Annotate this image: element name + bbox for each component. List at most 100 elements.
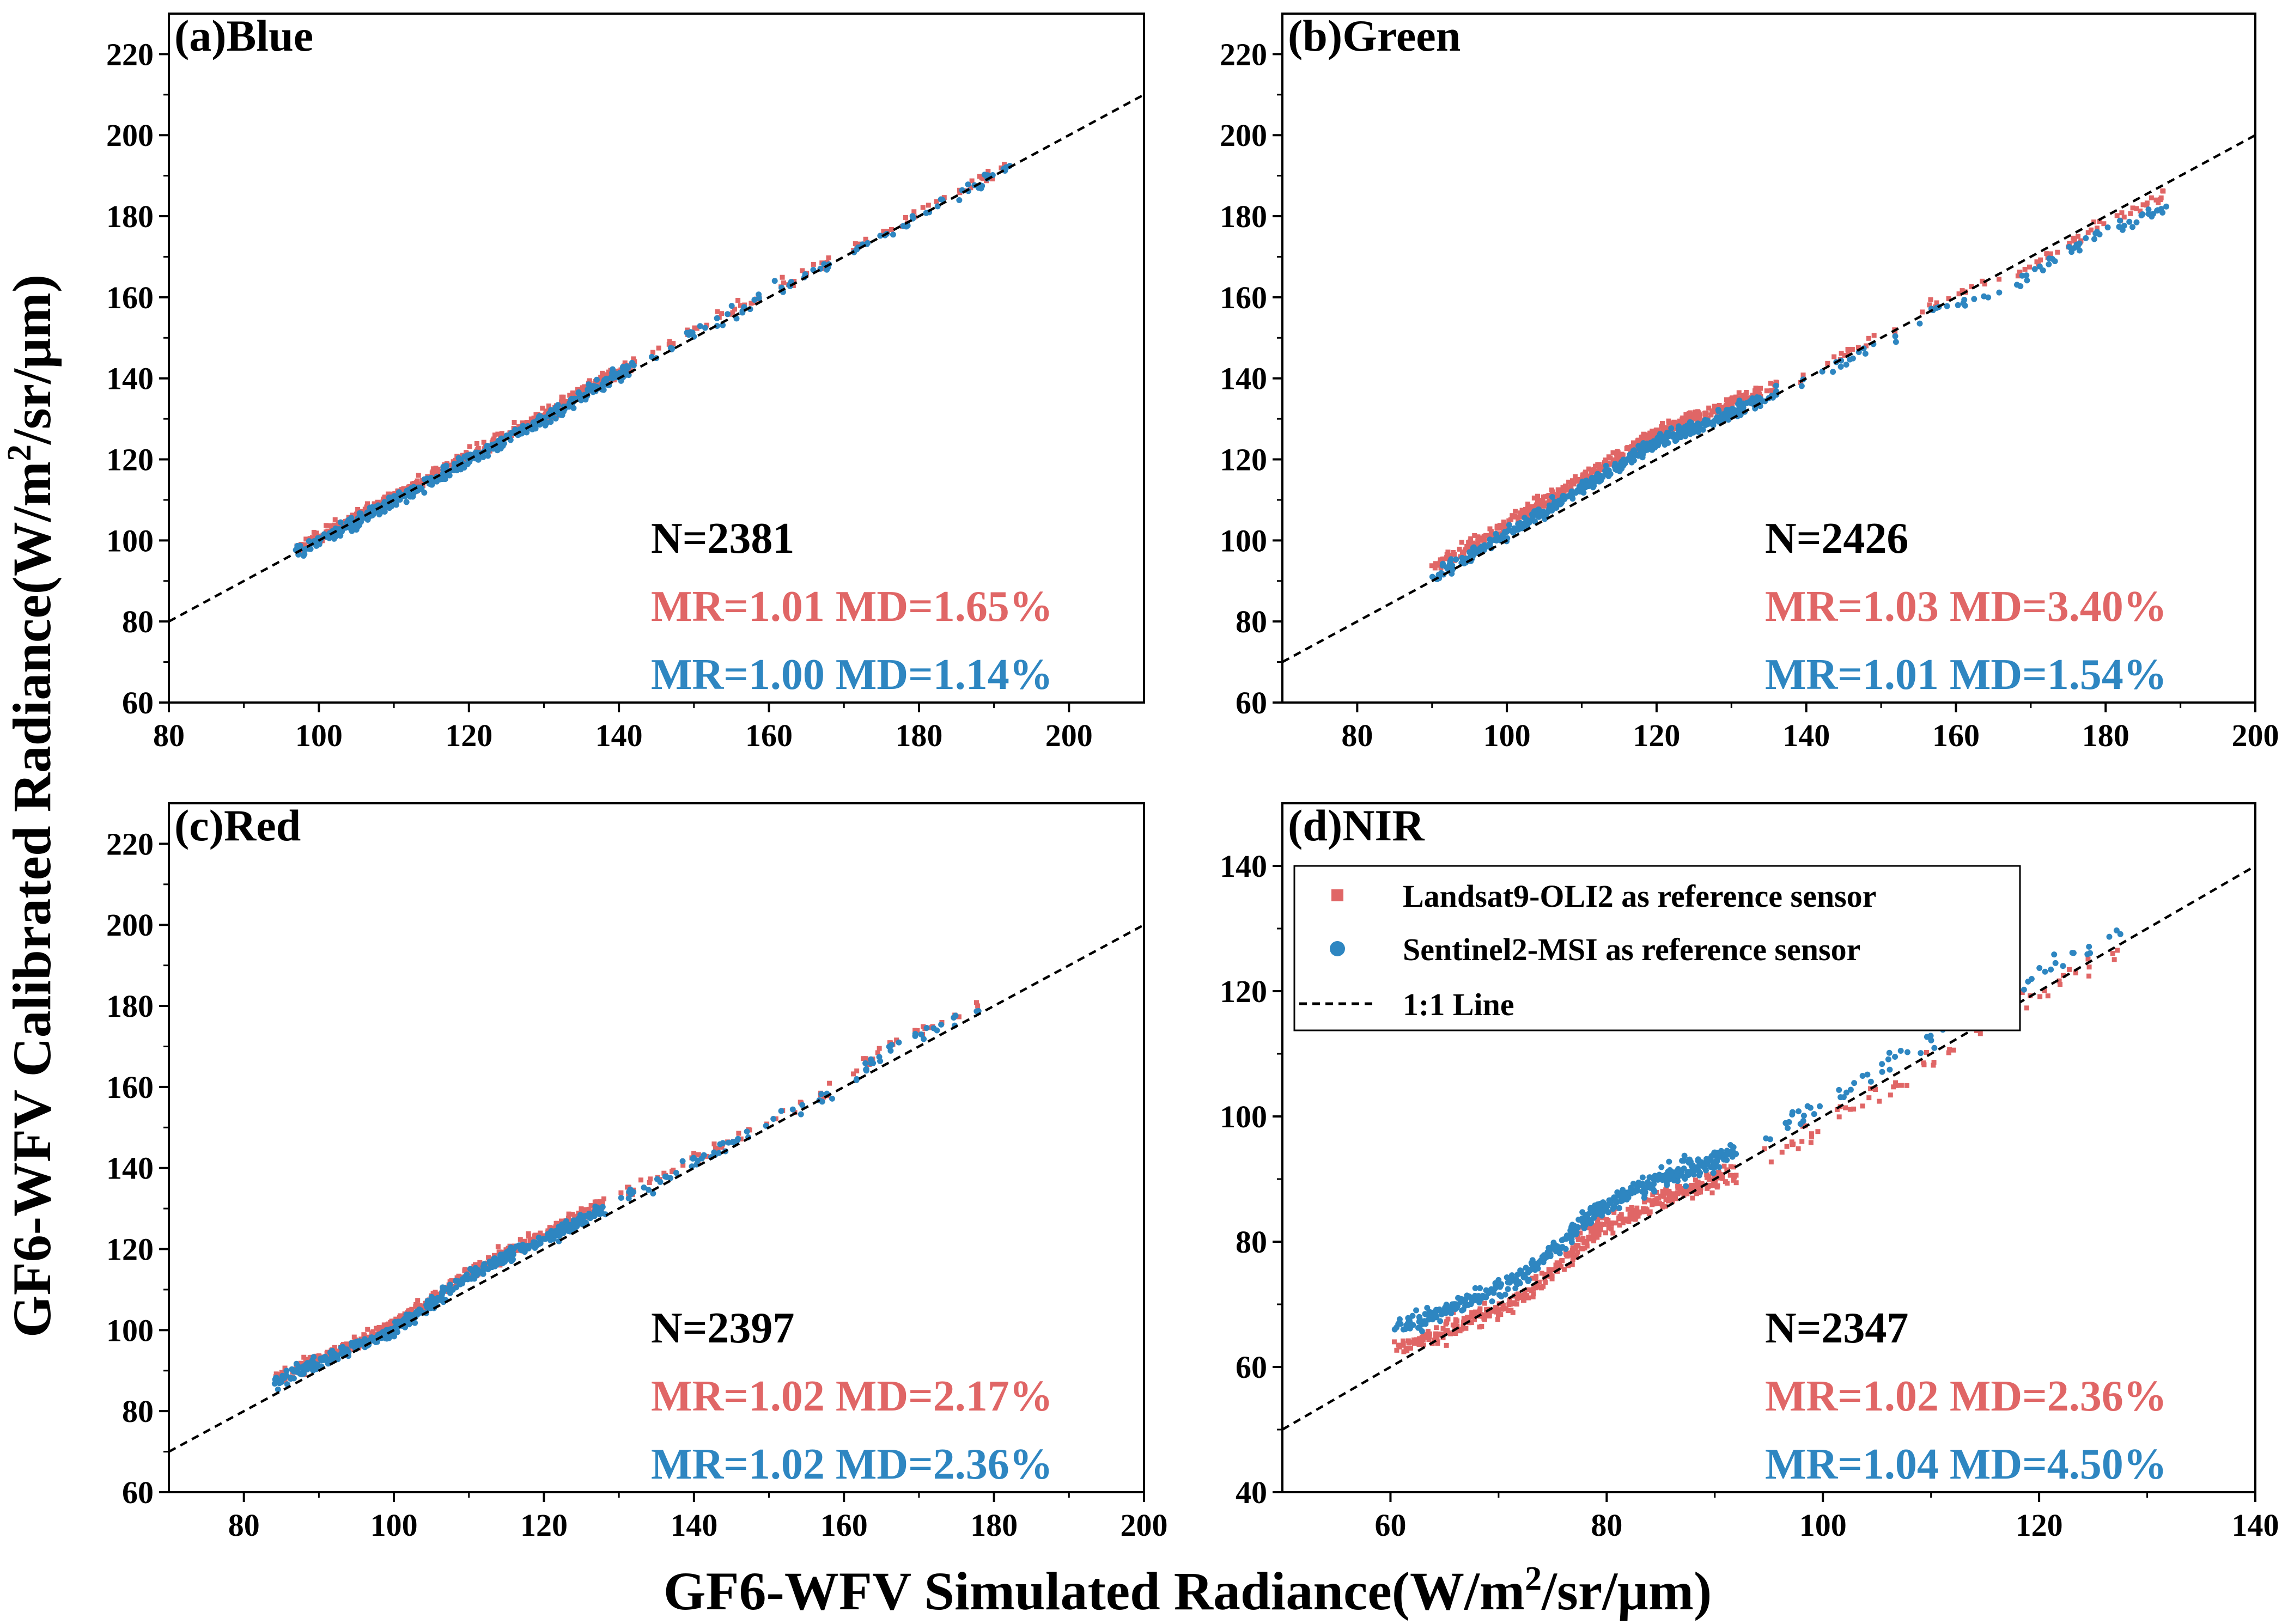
landsat-point <box>1692 416 1697 422</box>
sentinel-point <box>447 1290 453 1296</box>
y-tick-label: 140 <box>1220 361 1267 396</box>
sentinel-point <box>1549 493 1555 500</box>
landsat-point <box>1535 493 1541 499</box>
landsat-point <box>911 209 917 215</box>
y-tick-label: 160 <box>106 1070 154 1105</box>
landsat-point <box>463 1267 468 1272</box>
sentinel-point <box>2087 950 2094 956</box>
landsat-point <box>420 1305 425 1311</box>
landsat-point <box>540 405 545 411</box>
sentinel-point <box>2116 223 2122 230</box>
landsat-point <box>1636 1210 1642 1216</box>
landsat-point <box>934 199 939 204</box>
n-count: N=2397 <box>651 1304 794 1352</box>
sentinel-point <box>2048 966 2054 973</box>
sentinel-point <box>1405 1324 1412 1330</box>
landsat-point <box>1482 539 1487 545</box>
sentinel-point <box>1840 1094 1847 1101</box>
sentinel-point <box>1635 443 1642 449</box>
landsat-point <box>553 1220 559 1226</box>
sentinel-point <box>1785 1125 1791 1131</box>
landsat-point <box>562 399 567 405</box>
landsat-point <box>1789 1139 1794 1145</box>
sentinel-point <box>1739 404 1746 410</box>
sentinel-point <box>1453 1305 1459 1312</box>
sentinel-point <box>1681 1165 1687 1172</box>
landsat-point <box>1580 473 1585 478</box>
landsat-point <box>1404 1348 1410 1353</box>
landsat-point <box>433 466 439 471</box>
landsat-point <box>1574 1254 1579 1260</box>
landsat-point <box>433 1290 438 1295</box>
sentinel-point <box>541 420 548 427</box>
landsat-point <box>1624 446 1629 451</box>
landsat-point <box>2015 273 2021 279</box>
sentinel-point <box>1639 1174 1646 1181</box>
sentinel-point <box>406 1314 412 1320</box>
landsat-point <box>1673 1196 1678 1201</box>
landsat-point <box>1553 1262 1559 1268</box>
sentinel-point <box>320 1354 326 1361</box>
landsat-point <box>696 1152 701 1157</box>
landsat-point <box>1846 351 1851 356</box>
landsat-point <box>1451 1330 1457 1335</box>
landsat-point <box>1774 380 1780 386</box>
sentinel-point <box>1666 1158 1672 1165</box>
x-tick-label: 160 <box>745 718 793 753</box>
landsat-point <box>1481 1315 1487 1321</box>
landsat-point <box>2138 208 2143 213</box>
sentinel-point <box>1694 421 1701 428</box>
landsat-point <box>889 227 894 233</box>
sentinel-point <box>429 481 435 488</box>
landsat-point <box>1493 1305 1498 1310</box>
sentinel-point <box>1641 1194 1647 1201</box>
landsat-point <box>311 529 317 535</box>
landsat-point <box>495 1244 501 1249</box>
landsat-point <box>325 1350 330 1355</box>
y-tick-label: 80 <box>122 604 154 639</box>
sentinel-point <box>1640 1183 1647 1190</box>
landsat-point <box>1845 347 1851 352</box>
sentinel-point <box>1687 431 1694 437</box>
sentinel-point <box>778 1108 784 1114</box>
sentinel-point <box>1843 361 1849 368</box>
sentinel-point <box>770 1115 777 1122</box>
sentinel-point <box>1560 495 1567 502</box>
sentinel-point <box>673 1170 679 1176</box>
landsat-point <box>1691 412 1696 418</box>
sentinel-point <box>1544 1249 1551 1255</box>
landsat-point <box>1506 1302 1512 1308</box>
landsat-point <box>1526 1295 1531 1301</box>
panel-red: 80 100 120 140 160 180 200 60 80 100 120 140 160 180 2… <box>106 801 1168 1543</box>
landsat-point <box>302 542 307 547</box>
landsat-point <box>2088 227 2094 233</box>
landsat-point <box>397 1315 403 1320</box>
sentinel-point <box>876 1054 883 1060</box>
landsat-point <box>1928 297 1933 302</box>
landsat-point <box>1596 462 1602 467</box>
landsat-point <box>1489 533 1494 538</box>
sentinel-point <box>725 311 731 318</box>
sentinel-point <box>1662 441 1668 448</box>
landsat-point <box>1561 1267 1567 1272</box>
sentinel-point <box>973 1008 980 1015</box>
landsat-point <box>1394 1347 1399 1353</box>
sentinel-point <box>467 1266 473 1272</box>
landsat-point <box>1568 481 1574 486</box>
sentinel-point <box>349 528 355 534</box>
sentinel-point <box>1646 1181 1653 1188</box>
n-count: N=2347 <box>1765 1304 1908 1352</box>
landsat-point <box>273 1371 279 1377</box>
landsat-point <box>2055 249 2060 255</box>
landsat-point <box>1444 1342 1449 1348</box>
landsat-point <box>586 1206 592 1212</box>
sentinel-point <box>1668 425 1675 431</box>
sentinel-point <box>588 1213 594 1220</box>
landsat-point <box>1640 1206 1646 1211</box>
sentinel-point <box>725 1139 732 1146</box>
sentinel-point <box>1864 1071 1871 1078</box>
landsat-point <box>1487 1308 1492 1314</box>
landsat-point <box>1440 1326 1446 1331</box>
landsat-point <box>1443 1321 1449 1327</box>
sentinel-point <box>853 1077 860 1083</box>
